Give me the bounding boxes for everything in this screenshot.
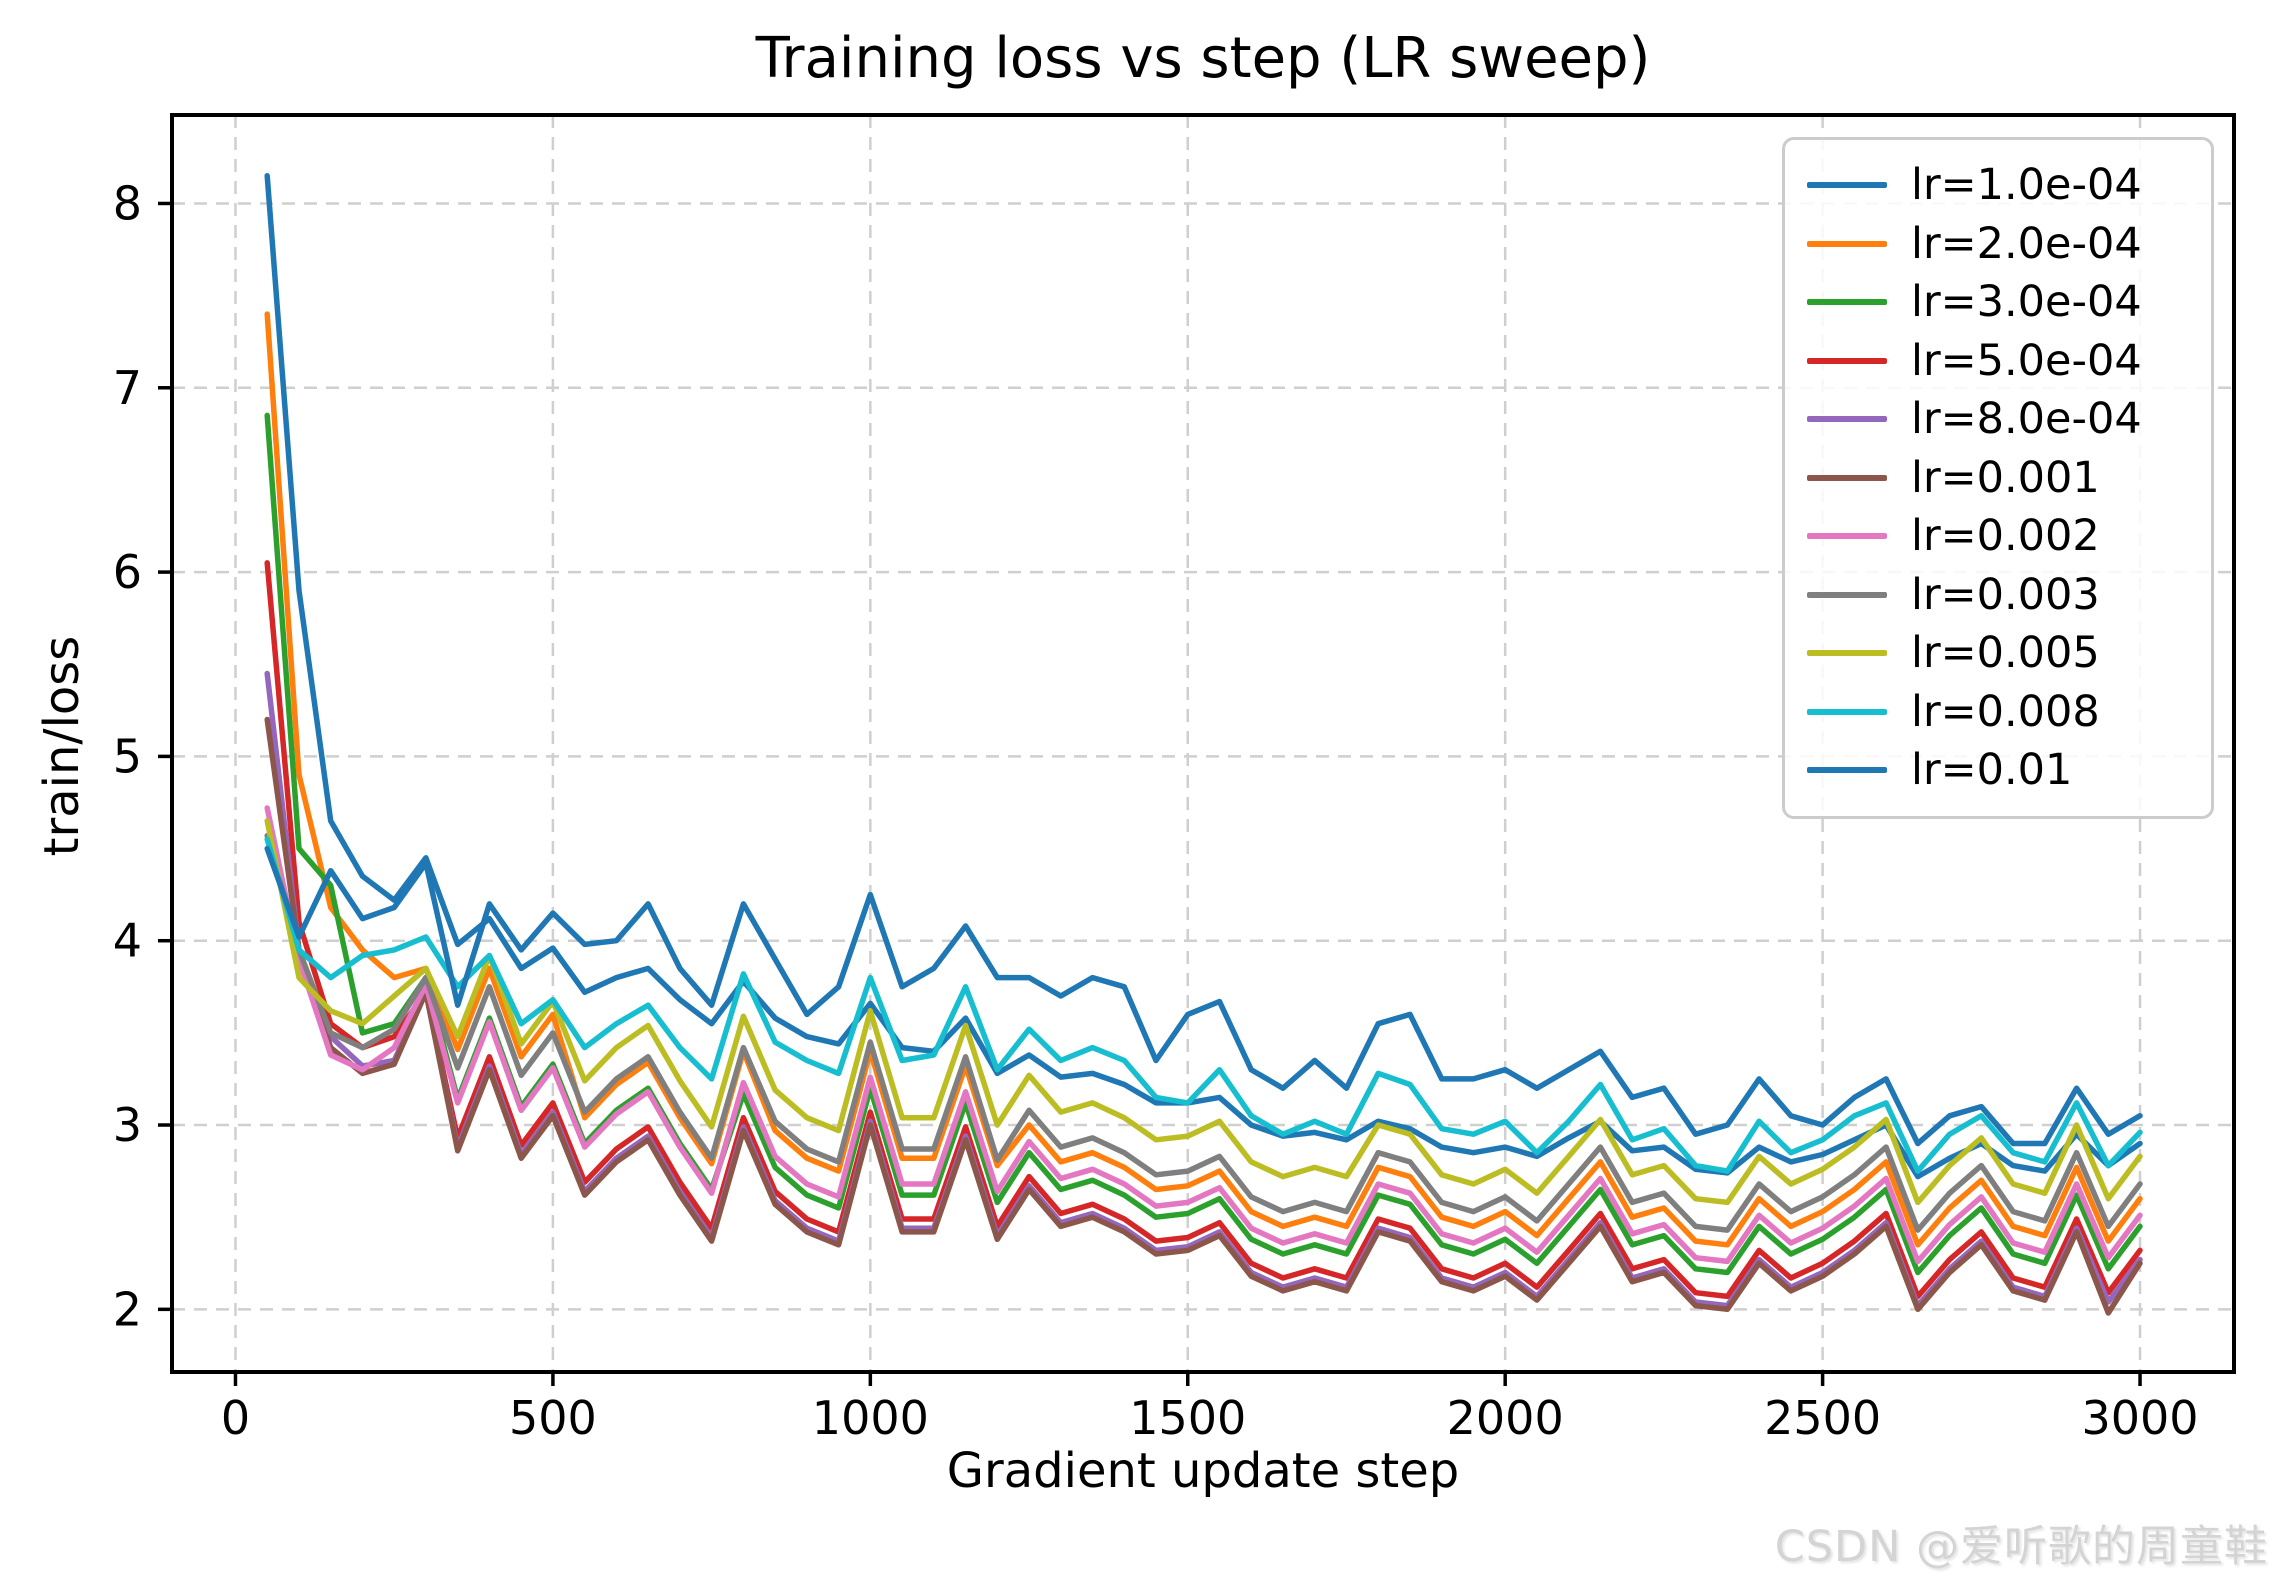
series-line-lr=0.005 xyxy=(264,818,2143,1206)
legend-line-swatch xyxy=(1807,240,1887,247)
chart-title: Training loss vs step (LR sweep) xyxy=(755,26,1651,91)
x-axis-label: Gradient update step xyxy=(946,1443,1460,1499)
x-tick-label: 0 xyxy=(221,1391,250,1445)
y-tick-label: 5 xyxy=(113,729,142,783)
y-tick-label: 8 xyxy=(113,176,142,230)
legend-item: lr=1.0e-04 xyxy=(1807,156,2211,215)
plot-border xyxy=(170,113,2236,1374)
x-tick-label: 1000 xyxy=(812,1391,929,1445)
y-axis-label: train/loss xyxy=(34,635,90,857)
series-line-lr=5.0e-04 xyxy=(264,560,2143,1300)
y-tick-label: 7 xyxy=(113,361,142,415)
legend-item: lr=8.0e-04 xyxy=(1807,390,2211,449)
legend-line-swatch xyxy=(1807,182,1887,189)
legend-label: lr=3.0e-04 xyxy=(1911,277,2142,328)
legend-item: lr=0.01 xyxy=(1807,741,2211,800)
legend-line-swatch xyxy=(1807,591,1887,598)
legend-label: lr=0.01 xyxy=(1911,745,2073,796)
series-line-lr=0.003 xyxy=(264,832,2143,1233)
legend-label: lr=0.001 xyxy=(1911,452,2100,503)
legend-line-swatch xyxy=(1807,708,1887,715)
x-tick-label: 2000 xyxy=(1447,1391,1564,1445)
legend-label: lr=0.002 xyxy=(1911,511,2100,562)
series-line-lr=0.002 xyxy=(264,805,2143,1265)
legend-line-swatch xyxy=(1807,416,1887,423)
legend-line-swatch xyxy=(1807,767,1887,774)
legend-line-swatch xyxy=(1807,650,1887,657)
y-tick-label: 3 xyxy=(113,1098,142,1152)
legend-item: lr=0.001 xyxy=(1807,449,2211,508)
x-tick-label: 500 xyxy=(509,1391,597,1445)
watermark: CSDN @爱听歌的周童鞋 xyxy=(1774,1522,2268,1572)
series-line-lr=1.0e-04 xyxy=(264,173,2143,1180)
legend-line-swatch xyxy=(1807,533,1887,540)
legend-label: lr=0.003 xyxy=(1911,569,2100,620)
legend-item: lr=2.0e-04 xyxy=(1807,215,2211,274)
x-tick-label: 2500 xyxy=(1764,1391,1881,1445)
legend-item: lr=0.008 xyxy=(1807,683,2211,742)
legend-line-swatch xyxy=(1807,357,1887,364)
legend-item: lr=5.0e-04 xyxy=(1807,332,2211,391)
legend-label: lr=0.008 xyxy=(1911,686,2100,737)
legend-label: lr=5.0e-04 xyxy=(1911,335,2142,386)
series-line-lr=0.01 xyxy=(264,845,2143,1147)
legend: lr=1.0e-04 lr=2.0e-04 lr=3.0e-04 lr=5.0e-04… xyxy=(1782,137,2214,819)
legend-item: lr=0.003 xyxy=(1807,566,2211,625)
legend-item: lr=3.0e-04 xyxy=(1807,273,2211,332)
legend-label: lr=1.0e-04 xyxy=(1911,160,2142,211)
series-line-lr=0.008 xyxy=(264,836,2143,1174)
legend-item: lr=0.005 xyxy=(1807,624,2211,683)
legend-line-swatch xyxy=(1807,299,1887,306)
x-tick-label: 1500 xyxy=(1129,1391,1246,1445)
legend-line-swatch xyxy=(1807,474,1887,481)
y-tick-label: 2 xyxy=(113,1282,142,1336)
series-line-lr=0.001 xyxy=(264,716,2143,1316)
y-tick-label: 6 xyxy=(113,545,142,599)
x-tick-label: 3000 xyxy=(2082,1391,2199,1445)
legend-label: lr=8.0e-04 xyxy=(1911,394,2142,445)
y-tick-label: 4 xyxy=(113,914,142,968)
legend-label: lr=2.0e-04 xyxy=(1911,218,2142,269)
legend-item: lr=0.002 xyxy=(1807,507,2211,566)
legend-label: lr=0.005 xyxy=(1911,628,2100,679)
